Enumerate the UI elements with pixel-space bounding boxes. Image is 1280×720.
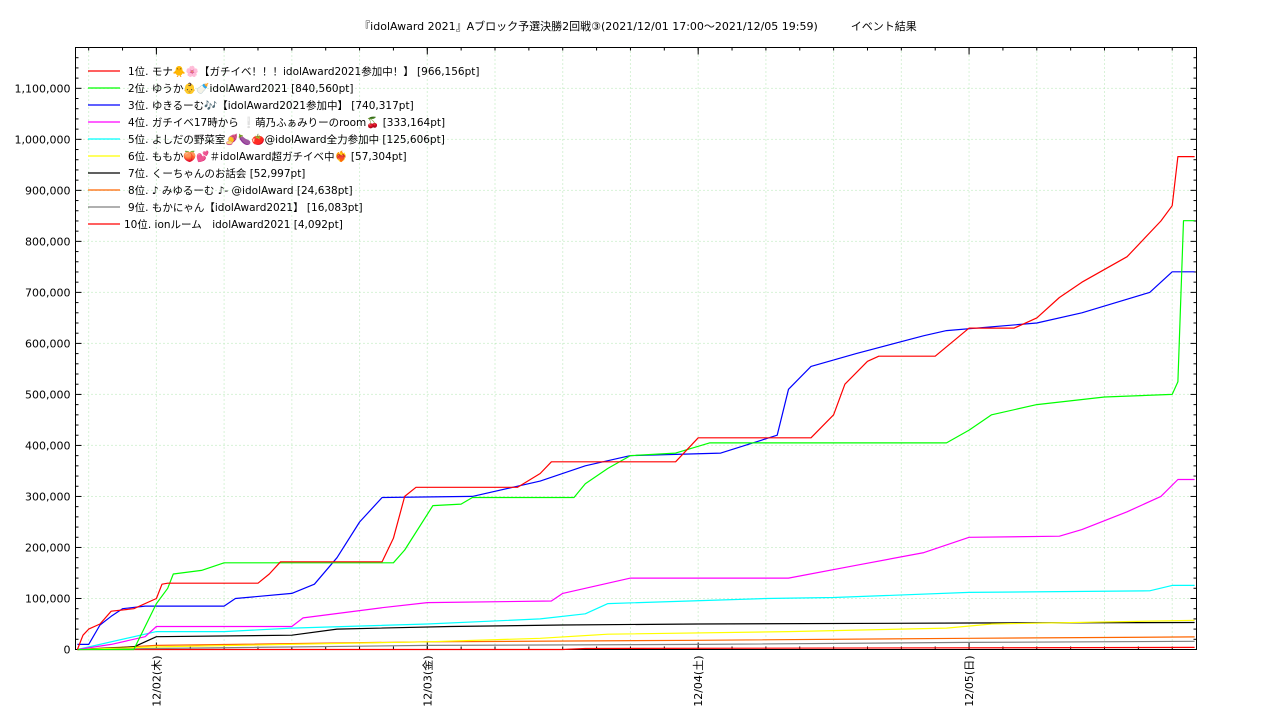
legend-entry: 9位. もかにゃん【idolAward2021】 [16,083pt] <box>128 201 363 214</box>
x-tick-label: 12/02(木) <box>150 656 163 707</box>
series-line <box>77 619 1195 651</box>
series-lines <box>76 156 1195 651</box>
y-tick-label: 600,000 <box>25 337 71 350</box>
y-tick-label: 200,000 <box>25 541 71 554</box>
legend: 1位. モナ🐥🌸【ガチイベ！！！idolAward2021参加中！】 [966,… <box>88 65 479 231</box>
x-tick-label: 12/03(金) <box>420 656 434 707</box>
chart-title: 『idolAward 2021』Aブロック予選決勝2回戦③(2021/12/01… <box>359 19 917 33</box>
series-line <box>77 640 1195 651</box>
x-axis: 12/02(木) 12/03(金) 12/04(土) 12/05(日) <box>88 47 1173 707</box>
series-line <box>77 636 1195 651</box>
y-tick-label: 100,000 <box>25 592 71 605</box>
y-tick-label: 300,000 <box>25 490 71 503</box>
y-tick-label: 0 <box>64 644 71 657</box>
legend-entry: 2位. ゆうか👶🍼idolAward2021 [840,560pt] <box>128 82 353 95</box>
y-tick-label: 800,000 <box>25 235 71 248</box>
series-line <box>76 156 1195 650</box>
series-line <box>77 220 1195 651</box>
legend-entry: 4位. ガチイベ17時から ❕萌乃ふぁみりーのroom🍒 [333,164pt] <box>128 116 445 129</box>
x-tick-label: 12/05(日) <box>963 656 976 707</box>
y-tick-label: 400,000 <box>25 439 71 452</box>
legend-entry: 3位. ゆきるーむ🎶【idolAward2021参加中】 [740,317pt] <box>128 99 414 112</box>
legend-entry: 8位. ♪ みゆるーむ ♪- @idolAward [24,638pt] <box>128 184 353 197</box>
legend-entry: 7位. くーちゃんのお話会 [52,997pt] <box>128 167 305 180</box>
series-line <box>77 621 1195 651</box>
plot-frame <box>75 47 1197 650</box>
series-line <box>77 478 1195 651</box>
legend-entry: 1位. モナ🐥🌸【ガチイベ！！！idolAward2021参加中！】 [966,… <box>128 65 479 78</box>
legend-entry: 10位. ionルーム idolAward2021 [4,092pt] <box>124 218 343 231</box>
x-tick-label: 12/04(土) <box>692 656 705 707</box>
y-tick-label: 1,000,000 <box>15 133 71 146</box>
legend-entry: 6位. ももか🍑💕＃idolAward超ガチイベ中❤️‍🔥 [57,304pt] <box>128 150 407 163</box>
y-tick-label: 1,100,000 <box>15 82 71 95</box>
y-tick-label: 700,000 <box>25 286 71 299</box>
legend-entry: 5位. よしだの野菜室🍠🍆🍅@idolAward全力参加中 [125,606pt… <box>128 133 445 146</box>
y-tick-label: 900,000 <box>25 184 71 197</box>
y-tick-label: 500,000 <box>25 388 71 401</box>
grid <box>75 47 1197 650</box>
y-axis: 0 100,000 200,000 300,000 400,000 500,000 600,… <box>15 57 1197 657</box>
series-line <box>77 646 1195 651</box>
series-line <box>77 584 1195 651</box>
